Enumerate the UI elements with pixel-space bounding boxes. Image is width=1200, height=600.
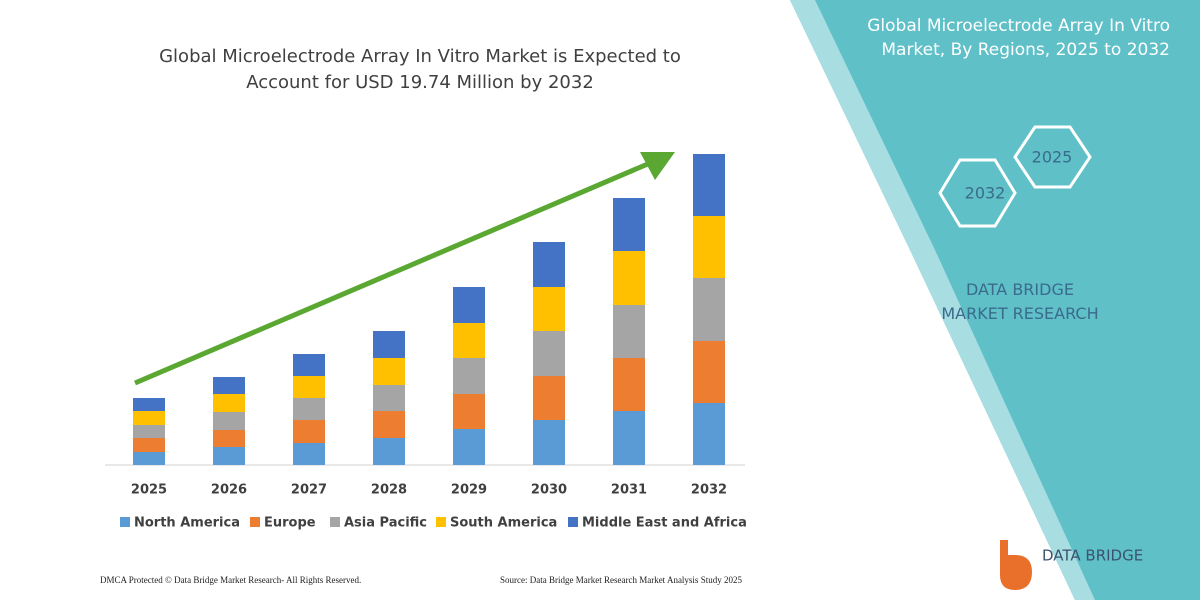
legend-label: Asia Pacific [344, 516, 427, 531]
bar-segment [133, 411, 165, 425]
bar-segment [133, 452, 165, 465]
legend-swatch [568, 517, 578, 527]
x-tick-label: 2026 [211, 483, 247, 498]
bar-segment [133, 438, 165, 452]
bar-segment [373, 331, 405, 358]
bar-segment [213, 412, 245, 430]
legend-swatch [120, 517, 130, 527]
bar-segment [213, 377, 245, 394]
legend-swatch [330, 517, 340, 527]
panel-edge [790, 0, 1095, 600]
panel-title: Global Microelectrode Array In Vitro Mar… [867, 16, 1170, 60]
bar-segment [293, 398, 325, 420]
x-tick-label: 2025 [131, 483, 167, 498]
bar-segment [133, 425, 165, 438]
bar-segment [373, 385, 405, 411]
side-panel [790, 0, 1200, 600]
bar-segment [693, 403, 725, 465]
bar-segment [213, 430, 245, 447]
bar-segment [373, 438, 405, 465]
bar-segment [293, 376, 325, 398]
legend-label: South America [450, 516, 557, 531]
hexagon [938, 158, 1017, 228]
bar-segment [613, 251, 645, 305]
bar-segment [533, 242, 565, 287]
legend-swatch [436, 517, 446, 527]
x-tick-label: 2032 [691, 483, 727, 498]
hexagon [1013, 125, 1092, 189]
x-tick-label: 2031 [611, 483, 647, 498]
bar-segment [213, 394, 245, 412]
bar-segment [453, 394, 485, 429]
legend-label: North America [134, 516, 240, 531]
footer-left: DMCA Protected © Data Bridge Market Rese… [100, 575, 361, 585]
bar-segment [693, 154, 725, 216]
bar-segment [133, 398, 165, 411]
trend-arrow [134, 160, 651, 386]
x-tick-label: 2027 [291, 483, 327, 498]
bar-segment [373, 358, 405, 385]
hex-label: 2032 [965, 184, 1006, 203]
x-tick-label: 2028 [371, 483, 407, 498]
hex-label: 2025 [1032, 148, 1073, 167]
bar-segment [693, 341, 725, 403]
bar-segment [293, 420, 325, 443]
logo-mark [1000, 540, 1032, 590]
legend-swatch [250, 517, 260, 527]
bar-segment [453, 287, 485, 323]
bar-segment [533, 420, 565, 465]
bar-segment [533, 331, 565, 376]
x-tick-label: 2030 [531, 483, 567, 498]
x-tick-label: 2029 [451, 483, 487, 498]
legend-label: Europe [264, 516, 316, 531]
bar-segment [533, 376, 565, 420]
bar-segment [693, 216, 725, 278]
bar-segment [213, 447, 245, 465]
legend-label: Middle East and Africa [582, 516, 747, 531]
bar-segment [453, 358, 485, 394]
bar-segment [613, 198, 645, 251]
brand: DATA BRIDGE MARKET RESEARCH [941, 280, 1099, 323]
bar-segment [613, 358, 645, 411]
bar-segment [613, 305, 645, 358]
bar-segment [453, 429, 485, 465]
bar-segment [693, 278, 725, 341]
bar-segment [373, 411, 405, 438]
bar-segment [533, 287, 565, 331]
bar-segment [453, 323, 485, 358]
footer-right: Source: Data Bridge Market Research Mark… [500, 575, 742, 585]
bar-segment [613, 411, 645, 465]
chart-title: Global Microelectrode Array In Vitro Mar… [159, 46, 681, 93]
arrow-head [640, 152, 675, 180]
bar-segment [293, 354, 325, 376]
bar-segment [293, 443, 325, 465]
logo-text: DATA BRIDGE [1042, 547, 1143, 565]
